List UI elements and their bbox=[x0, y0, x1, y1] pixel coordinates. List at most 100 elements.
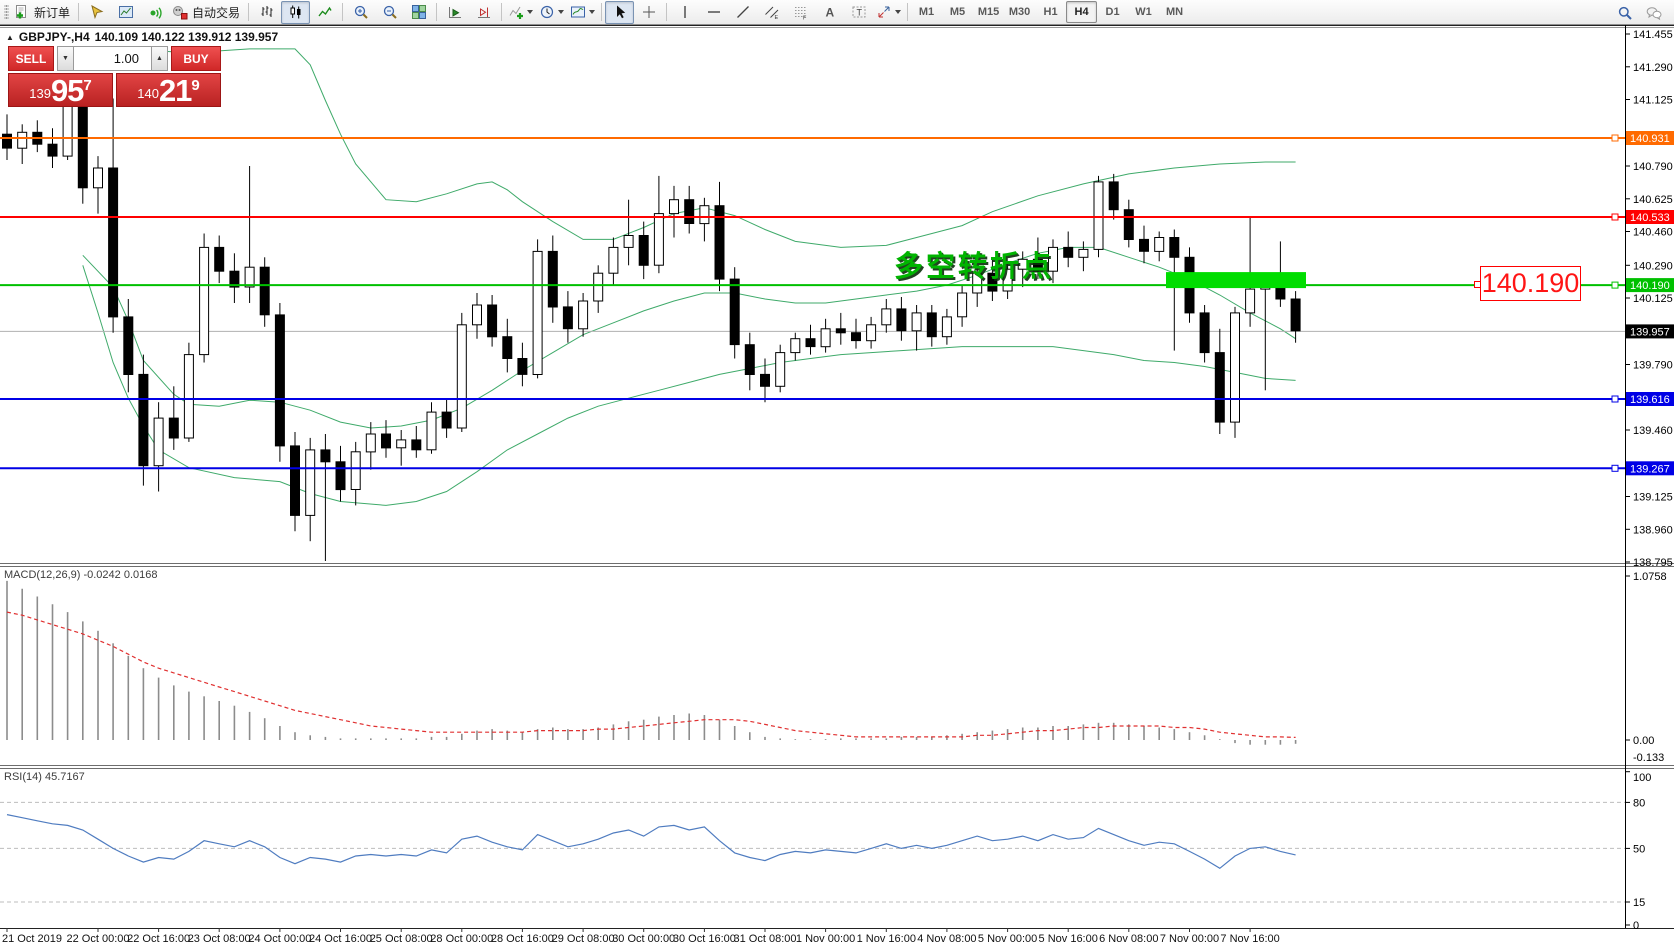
sell-price-prefix: 139 bbox=[29, 86, 51, 101]
buy-button[interactable]: BUY bbox=[171, 46, 221, 71]
svg-text:80: 80 bbox=[1633, 797, 1645, 809]
svg-text:50: 50 bbox=[1633, 843, 1645, 855]
toolbar-separator bbox=[501, 3, 503, 21]
price-tag-anchor[interactable] bbox=[1474, 281, 1481, 288]
timeframe-d1-button[interactable]: D1 bbox=[1105, 6, 1120, 18]
dropdown-arrow-icon[interactable] bbox=[895, 10, 902, 14]
buy-price-box[interactable]: 140 21 9 bbox=[116, 73, 221, 107]
styler-icon bbox=[89, 4, 105, 20]
svg-text:1.0758: 1.0758 bbox=[1633, 571, 1667, 583]
candlestick-chart-button[interactable] bbox=[281, 0, 311, 24]
level-anchor[interactable] bbox=[1611, 134, 1619, 142]
svg-text:24 Oct 16:00: 24 Oct 16:00 bbox=[309, 933, 372, 945]
timeframe-h4-button[interactable]: H4 bbox=[1066, 1, 1098, 23]
text-label-button[interactable]: T bbox=[844, 1, 873, 24]
vertical-line-button[interactable] bbox=[670, 1, 699, 24]
hline-icon bbox=[706, 4, 722, 20]
channel-icon: E bbox=[764, 4, 780, 20]
svg-text:28 Oct 16:00: 28 Oct 16:00 bbox=[491, 933, 554, 945]
candle-chart-icon bbox=[288, 4, 304, 20]
equidistant-channel-button[interactable]: E bbox=[757, 1, 786, 24]
signals-button[interactable] bbox=[140, 1, 169, 24]
auto-scroll-button[interactable] bbox=[440, 1, 469, 24]
chart-shift-button[interactable] bbox=[469, 1, 498, 24]
tile-windows-icon bbox=[411, 4, 427, 20]
level-anchor[interactable] bbox=[1611, 281, 1619, 289]
timeframe-m15-button[interactable]: M15 bbox=[977, 6, 1000, 18]
level-anchor[interactable] bbox=[1611, 213, 1619, 221]
bar-chart-button[interactable] bbox=[252, 1, 281, 24]
level-anchor[interactable] bbox=[1611, 464, 1619, 472]
zoom-in-button[interactable] bbox=[346, 1, 375, 24]
search-icon bbox=[1617, 5, 1633, 21]
dropdown-arrow-icon[interactable] bbox=[589, 10, 596, 14]
svg-text:139.460: 139.460 bbox=[1633, 425, 1673, 437]
collapse-icon[interactable]: ▲ bbox=[6, 32, 14, 42]
arrows-button[interactable] bbox=[873, 1, 904, 24]
horizontal-line-button[interactable] bbox=[699, 1, 728, 24]
periods-button[interactable] bbox=[536, 1, 567, 24]
line-chart-button[interactable] bbox=[310, 1, 339, 24]
svg-text:5 Nov 16:00: 5 Nov 16:00 bbox=[1039, 933, 1098, 945]
svg-text:141.290: 141.290 bbox=[1633, 62, 1673, 74]
svg-text:A: A bbox=[825, 6, 834, 20]
volume-down-button[interactable]: ▼ bbox=[57, 46, 74, 71]
sell-price-main: 95 bbox=[50, 73, 84, 108]
turning-point-annotation[interactable]: 多空转折点 bbox=[894, 251, 1055, 283]
level-anchor[interactable] bbox=[1611, 395, 1619, 403]
svg-text:30 Oct 16:00: 30 Oct 16:00 bbox=[673, 933, 736, 945]
candlesticks bbox=[2, 88, 1301, 561]
trendline-button[interactable] bbox=[728, 1, 757, 24]
new-order-button[interactable]: 新订单 bbox=[11, 1, 75, 24]
styler-button[interactable] bbox=[82, 1, 111, 24]
dropdown-arrow-icon[interactable] bbox=[527, 10, 534, 14]
timeframe-mn-button[interactable]: MN bbox=[1165, 6, 1184, 18]
buy-price-main: 21 bbox=[158, 73, 192, 108]
toolbar: 新订单 自动交易 E F A T M1 M5 M15 M30 H1 H4 D1 W1 MN bbox=[0, 0, 1674, 25]
timeframe-m5-button[interactable]: M5 bbox=[949, 6, 966, 18]
cursor-button[interactable] bbox=[605, 0, 635, 24]
highlight-rectangle[interactable] bbox=[1166, 272, 1306, 289]
svg-text:138.795: 138.795 bbox=[1633, 557, 1673, 569]
dropdown-arrow-icon[interactable] bbox=[558, 10, 565, 14]
volume-up-button[interactable]: ▲ bbox=[151, 46, 168, 71]
svg-text:4 Nov 08:00: 4 Nov 08:00 bbox=[917, 933, 976, 945]
timeframe-h1-button[interactable]: H1 bbox=[1043, 6, 1058, 18]
symbol-header: ▲ GBPJPY-,H4 140.109 140.122 139.912 139… bbox=[6, 30, 278, 44]
zoom-out-button[interactable] bbox=[375, 1, 404, 24]
svg-text:24 Oct 00:00: 24 Oct 00:00 bbox=[248, 933, 311, 945]
sell-button[interactable]: SELL bbox=[8, 46, 54, 71]
timeframe-m30-button[interactable]: M30 bbox=[1008, 6, 1031, 18]
crosshair-icon bbox=[641, 4, 657, 20]
search-button[interactable] bbox=[1610, 1, 1639, 24]
templates-button[interactable] bbox=[567, 1, 598, 24]
clock-icon bbox=[539, 4, 555, 20]
autotrading-button[interactable]: 自动交易 bbox=[169, 1, 245, 24]
crosshair-button[interactable] bbox=[634, 1, 663, 24]
sell-price-box[interactable]: 139 95 7 bbox=[8, 73, 113, 107]
symbol-ohlc: 140.109 140.122 139.912 139.957 bbox=[94, 30, 279, 44]
chat-button[interactable] bbox=[1639, 1, 1668, 24]
auto-scroll-icon bbox=[447, 4, 463, 20]
tile-windows-button[interactable] bbox=[404, 1, 433, 24]
svg-text:23 Oct 08:00: 23 Oct 08:00 bbox=[188, 933, 251, 945]
price-tag-box[interactable]: 140.190 bbox=[1480, 266, 1581, 301]
svg-text:140.931: 140.931 bbox=[1630, 133, 1670, 145]
macd-pane: 1.0758 0.00 -0.133 bbox=[6, 571, 1667, 764]
timeframe-m1-button[interactable]: M1 bbox=[918, 6, 935, 18]
fibonacci-button[interactable]: F bbox=[786, 1, 815, 24]
bollinger-lower-band bbox=[82, 265, 1296, 506]
timeframe-group: M1 M5 M15 M30 H1 H4 D1 W1 MN bbox=[911, 1, 1190, 23]
svg-text:28 Oct 00:00: 28 Oct 00:00 bbox=[430, 933, 493, 945]
text-button[interactable]: A bbox=[815, 1, 844, 24]
indicators-button[interactable] bbox=[505, 1, 536, 24]
timeframe-w1-button[interactable]: W1 bbox=[1135, 6, 1152, 18]
zoom-in-icon bbox=[353, 4, 369, 20]
profiles-button[interactable] bbox=[111, 1, 140, 24]
toolbar-separator bbox=[342, 3, 344, 21]
price-axis[interactable]: 141.455 141.290 141.125 140.790 140.625 140.4… bbox=[1625, 25, 1674, 928]
volume-input[interactable]: 1.00 bbox=[74, 46, 151, 71]
toolbar-grip[interactable] bbox=[4, 4, 9, 20]
